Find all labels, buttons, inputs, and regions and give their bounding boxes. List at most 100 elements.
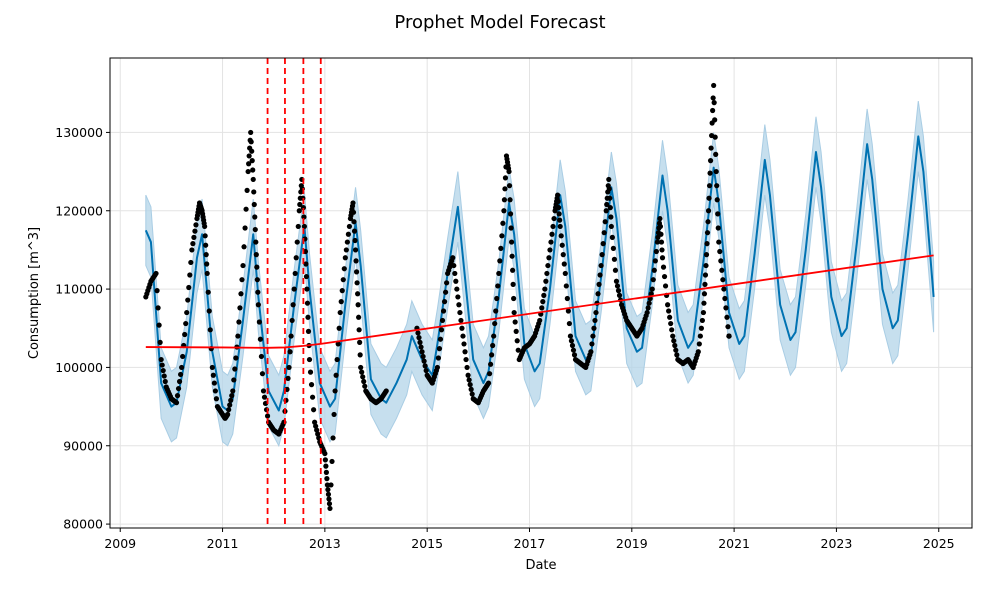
observation-point [206, 308, 212, 314]
observation-point [335, 341, 341, 347]
observation-point [601, 230, 607, 236]
observation-point [561, 261, 567, 267]
observation-point [510, 267, 516, 273]
observation-point [182, 331, 188, 338]
observation-point [598, 262, 604, 269]
observation-point [260, 388, 267, 394]
grid-lines [110, 58, 972, 528]
observation-point [180, 353, 186, 360]
observation-point [710, 107, 716, 114]
observation-point [650, 277, 656, 283]
observation-point [497, 258, 503, 264]
observation-point [191, 234, 197, 240]
observation-point [213, 396, 220, 402]
observation-point [704, 230, 711, 236]
observation-point [255, 289, 261, 295]
observation-point [452, 270, 458, 277]
observation-point [646, 300, 652, 306]
observation-point [415, 330, 421, 336]
observation-point [293, 255, 299, 261]
observation-point [315, 431, 321, 437]
observation-point [658, 231, 664, 237]
observation-point [501, 197, 508, 203]
observation-point [493, 308, 499, 314]
observation-point [250, 167, 256, 173]
observation-point [511, 295, 517, 302]
observation-point [292, 270, 298, 277]
observation-point [154, 288, 160, 294]
observation-point [569, 342, 576, 349]
observation-point [498, 245, 504, 251]
observation-point [556, 211, 562, 217]
observation-point [612, 267, 619, 273]
observation-point [492, 320, 498, 327]
observation-point [231, 377, 237, 383]
observation-point [616, 292, 623, 298]
observation-point [332, 388, 338, 394]
observation-point [464, 364, 470, 371]
observation-point [295, 223, 301, 230]
observation-point [253, 239, 259, 245]
observation-point [698, 325, 704, 331]
observation-point [544, 270, 550, 277]
observation-point [228, 397, 234, 403]
observation-point [356, 314, 362, 320]
observation-point [236, 319, 242, 325]
observation-point [249, 158, 255, 164]
observation-point [463, 356, 469, 363]
observation-point [703, 252, 710, 258]
observation-point [559, 242, 565, 248]
y-tick-label: 100000 [55, 360, 103, 375]
observation-point [255, 302, 261, 308]
observation-point [614, 283, 621, 289]
observation-point [294, 239, 300, 245]
observation-point [183, 320, 189, 327]
observation-point [311, 407, 317, 413]
y-tick-label: 130000 [55, 125, 103, 140]
observation-point [176, 378, 183, 385]
observation-point [155, 305, 161, 311]
observation-point [667, 314, 673, 320]
observation-point [289, 317, 295, 324]
observation-point [417, 339, 423, 345]
observation-point [256, 319, 262, 325]
observation-point [588, 349, 594, 355]
observation-point [305, 328, 312, 334]
observation-point [450, 255, 456, 261]
observation-point [606, 176, 612, 183]
observation-point [357, 352, 363, 358]
observation-point [644, 309, 650, 316]
observation-point [203, 252, 209, 258]
observation-point [465, 372, 471, 378]
observation-point [355, 291, 361, 297]
observation-point [232, 366, 238, 372]
observation-point [359, 369, 365, 375]
observation-point [515, 347, 521, 353]
observation-point [541, 292, 547, 298]
observation-point [603, 208, 609, 214]
observation-point [239, 277, 245, 283]
observation-point [555, 198, 561, 204]
observation-point [344, 239, 350, 245]
observation-point [322, 450, 328, 457]
observation-point [184, 309, 190, 316]
observation-point [662, 283, 669, 289]
observation-point [657, 215, 663, 222]
observation-point [301, 223, 307, 230]
uncertainty-band-layer [145, 101, 935, 448]
x-tick-label: 2013 [309, 536, 341, 551]
observation-point [437, 336, 444, 342]
observation-point [330, 435, 336, 441]
observation-point [313, 423, 319, 429]
observation-point [567, 333, 574, 339]
observation-point [726, 333, 732, 339]
observation-point [156, 322, 162, 328]
observation-point [209, 364, 215, 371]
observation-point [720, 277, 726, 283]
observation-point [455, 294, 461, 300]
observation-point [718, 258, 724, 264]
observation-point [230, 388, 236, 394]
observation-point [383, 388, 389, 394]
observation-point [570, 347, 577, 353]
